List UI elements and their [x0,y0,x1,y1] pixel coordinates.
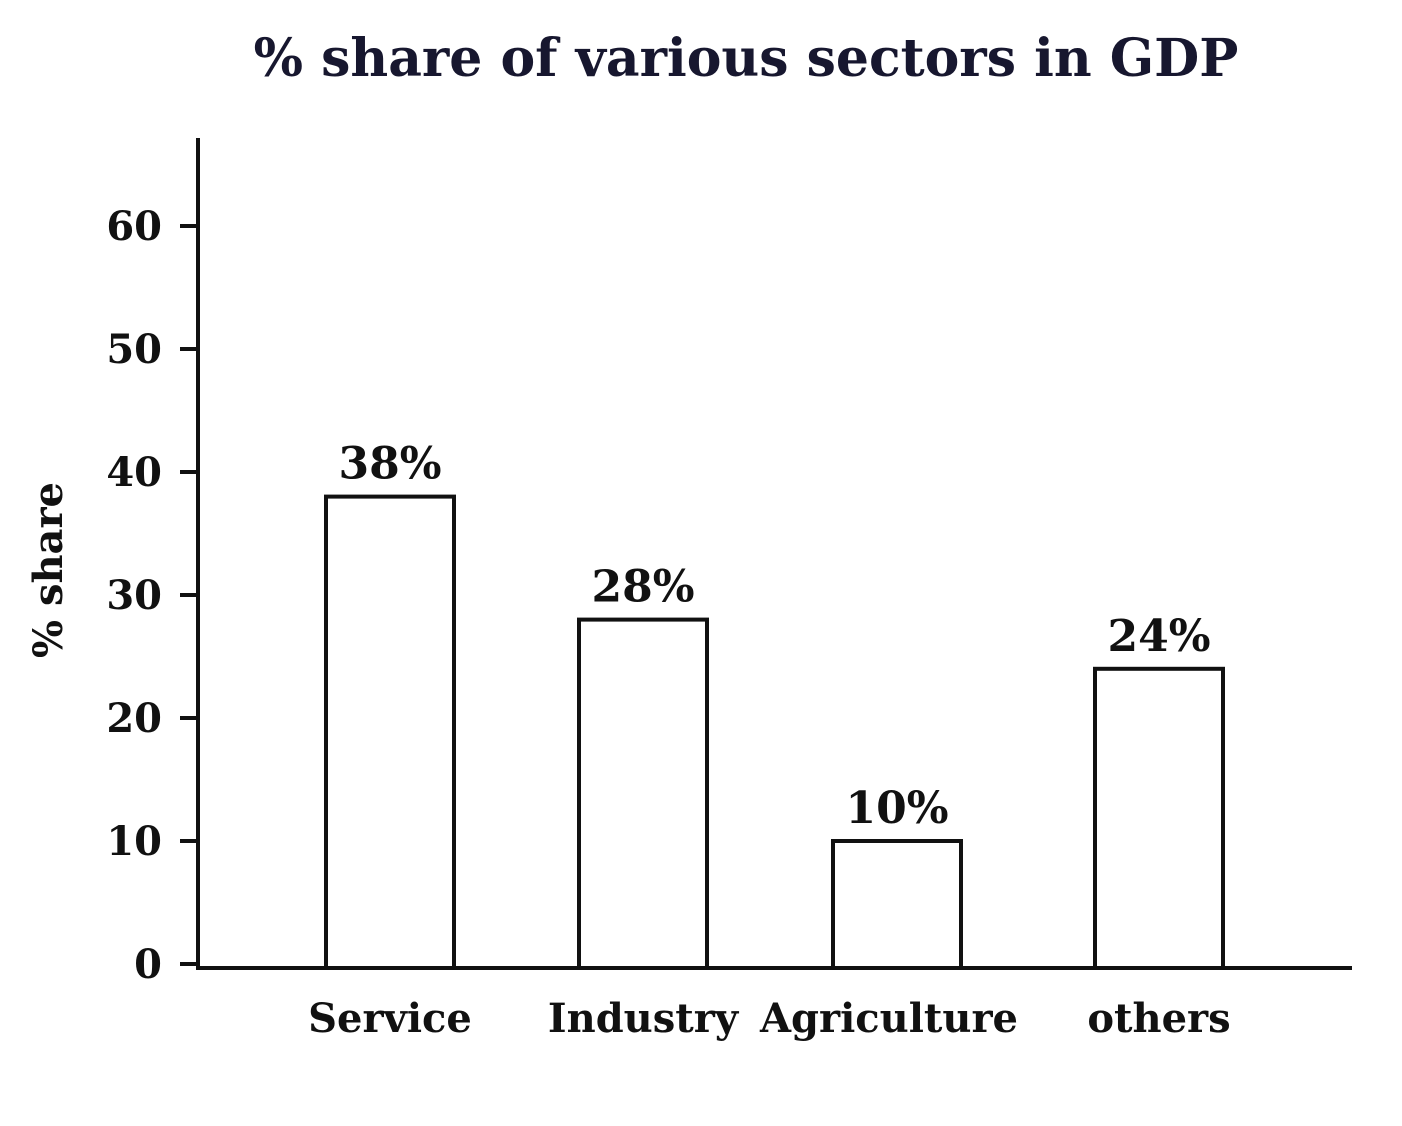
y-tick-label: 40 [106,449,162,496]
data-label-service: 38% [338,439,441,490]
y-tick-label: 60 [106,203,162,250]
data-label-agriculture: 10% [845,783,948,834]
x-category-label-service: Service [308,995,472,1042]
bar-industry [577,617,709,970]
chart-title: % share of various sectors in GDP [254,28,1239,89]
bar-agriculture [831,839,963,970]
y-tick-label: 30 [106,572,162,619]
x-category-label-industry: Industry [548,995,740,1042]
y-tick-label: 20 [106,695,162,742]
bar-others [1093,666,1225,970]
y-axis-label: % share [25,482,72,658]
y-tick-label: 50 [106,326,162,373]
x-category-label-agriculture: Agriculture [759,995,1018,1042]
y-tick-label: 10 [106,818,162,865]
plot-area: 0 10 20 30 40 50 60 38% Service 28% Industry 10% Agr… [106,138,1352,1042]
data-label-others: 24% [1107,611,1210,662]
y-tick-label: 0 [134,941,162,988]
data-label-industry: 28% [591,562,694,613]
bar-service [324,494,456,970]
x-category-label-others: others [1087,995,1230,1042]
